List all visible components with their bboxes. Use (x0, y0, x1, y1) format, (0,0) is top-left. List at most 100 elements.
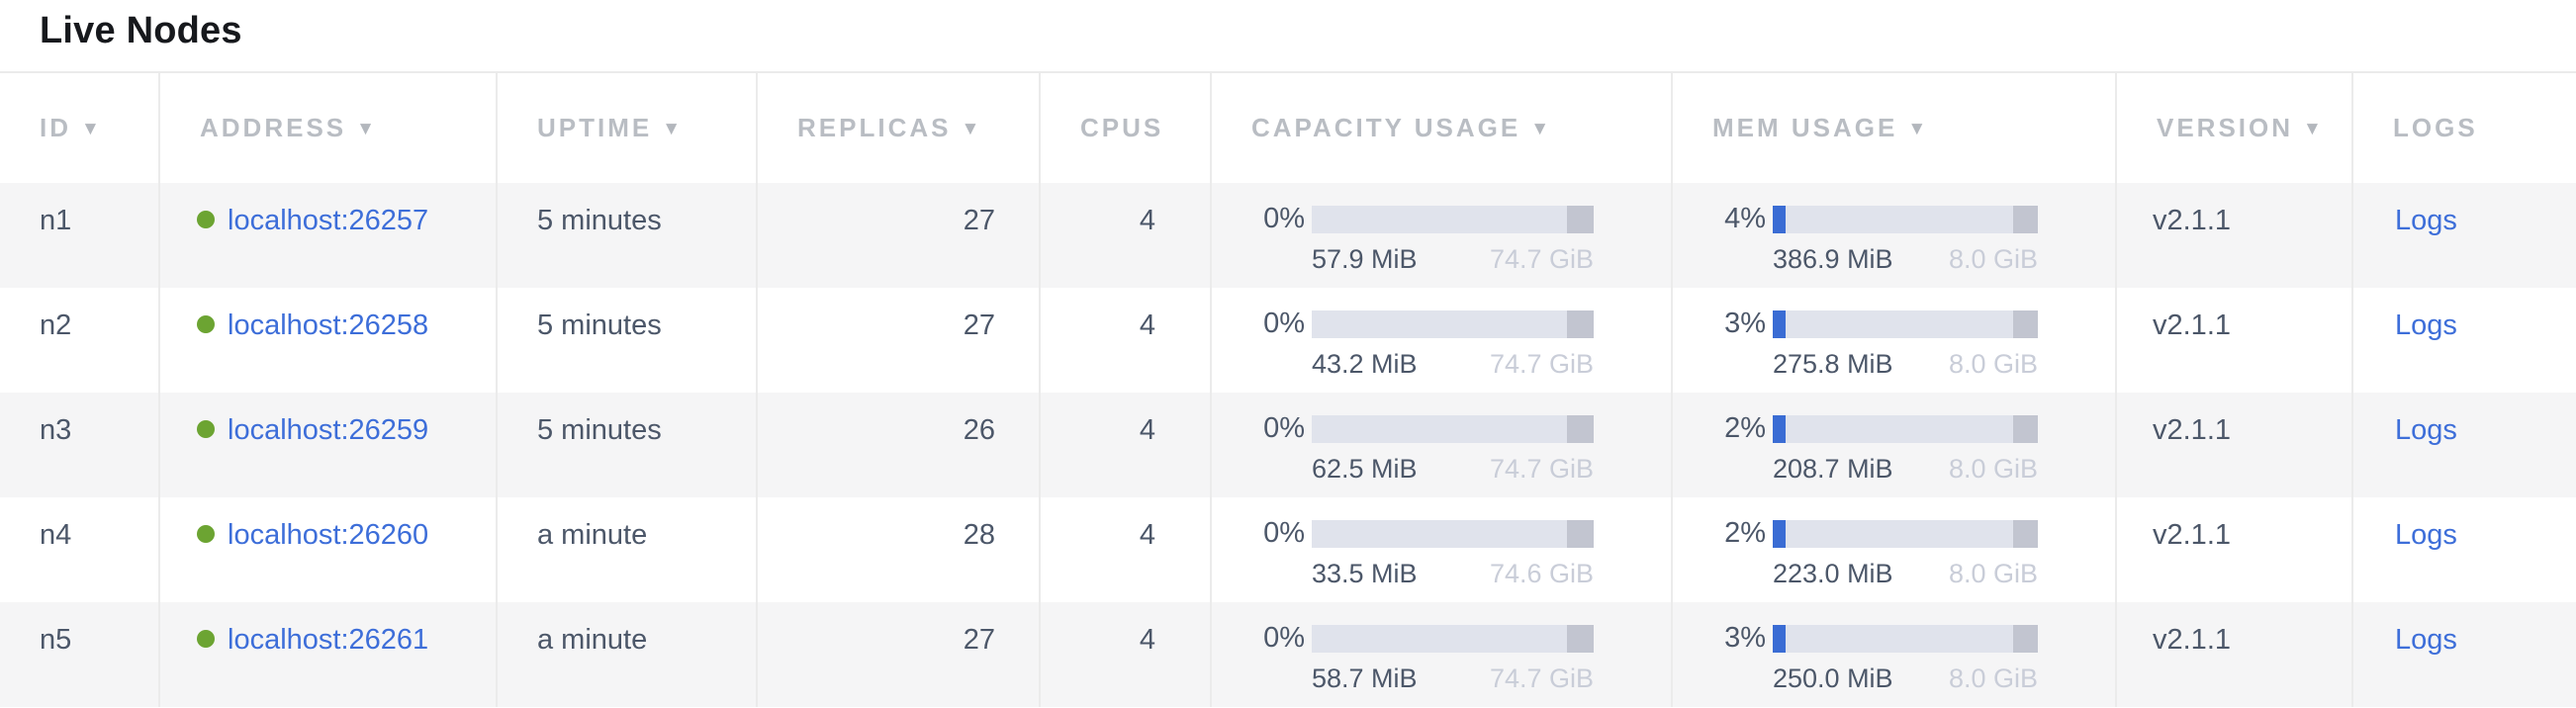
sort-desc-icon: ▼ (1907, 119, 1927, 139)
capacity-used-value: 57.9 MiB (1312, 244, 1418, 274)
mem-percent-label: 3% (1724, 622, 1766, 654)
node-cpus: 4 (1139, 205, 1155, 236)
header-capacity-usage[interactable]: CAPACITY USAGE ▼ (1211, 72, 1673, 183)
node-uptime-cell: a minute (497, 497, 758, 602)
node-logs-cell: Logs (2352, 602, 2576, 707)
mem-usage-cell: 3% 275.8 MiB 8.0 GiB (1672, 288, 2117, 393)
node-logs-link[interactable]: Logs (2395, 519, 2457, 551)
capacity-total-value: 74.7 GiB (1489, 244, 1594, 274)
header-address-label: ADDRESS (200, 113, 347, 142)
mem-percent-label: 2% (1724, 412, 1766, 444)
table-header: ID ▼ ADDRESS ▼ UPTIME ▼ REPLICAS ▼ CPUS CAPA… (0, 72, 2576, 183)
capacity-usage-bar (1312, 205, 1594, 233)
node-id: n1 (40, 205, 72, 236)
node-version: v2.1.1 (2153, 310, 2231, 341)
node-version-cell: v2.1.1 (2116, 288, 2353, 393)
capacity-bar-reserved-segment (1566, 414, 1594, 443)
capacity-percent-label: 0% (1263, 517, 1305, 549)
node-uptime-cell: a minute (497, 602, 758, 707)
node-id-cell: n1 (0, 183, 160, 288)
capacity-usage-bar (1312, 624, 1594, 653)
node-cpus-cell: 4 (1040, 393, 1212, 497)
node-replicas: 28 (963, 519, 995, 551)
node-address-link[interactable]: localhost:26260 (228, 519, 429, 551)
capacity-percent-label: 0% (1263, 412, 1305, 444)
node-uptime-cell: 5 minutes (497, 288, 758, 393)
node-version: v2.1.1 (2153, 205, 2231, 236)
node-replicas: 27 (963, 624, 995, 656)
mem-bar-used-fill (1773, 414, 1786, 443)
mem-bar-used-fill (1773, 519, 1786, 548)
node-id-cell: n3 (0, 393, 160, 497)
table-row: n1 localhost:26257 5 minutes 27 4 0% 57.… (0, 183, 2576, 288)
table-row: n5 localhost:26261 a minute 27 4 0% 58.7… (0, 602, 2576, 707)
node-address-link[interactable]: localhost:26257 (228, 205, 429, 236)
mem-usage-bar (1773, 519, 2038, 548)
sort-desc-icon: ▼ (356, 119, 375, 139)
node-logs-cell: Logs (2352, 183, 2576, 288)
node-cpus: 4 (1139, 310, 1155, 341)
node-id: n4 (40, 519, 72, 551)
capacity-usage-bar (1312, 519, 1594, 548)
node-address-link[interactable]: localhost:26261 (228, 624, 429, 656)
table-row: n3 localhost:26259 5 minutes 26 4 0% 62.… (0, 393, 2576, 497)
header-id-label: ID (40, 113, 71, 142)
node-address-cell: localhost:26259 (159, 393, 498, 497)
header-mem-usage[interactable]: MEM USAGE ▼ (1672, 72, 2117, 183)
header-replicas[interactable]: REPLICAS ▼ (757, 72, 1041, 183)
mem-usage-cell: 4% 386.9 MiB 8.0 GiB (1672, 183, 2117, 288)
header-address[interactable]: ADDRESS ▼ (159, 72, 498, 183)
header-cpus: CPUS (1040, 72, 1212, 183)
mem-total-value: 8.0 GiB (1948, 349, 2038, 379)
capacity-percent-label: 0% (1263, 308, 1305, 339)
live-status-icon (197, 211, 215, 228)
mem-total-value: 8.0 GiB (1948, 559, 2038, 588)
node-uptime: a minute (537, 624, 648, 656)
capacity-bar-reserved-segment (1566, 519, 1594, 548)
sort-desc-icon: ▼ (2303, 119, 2322, 139)
node-version: v2.1.1 (2153, 624, 2231, 656)
node-logs-link[interactable]: Logs (2395, 310, 2457, 341)
node-replicas-cell: 26 (757, 393, 1041, 497)
mem-used-value: 208.7 MiB (1773, 454, 1893, 484)
mem-percent-label: 2% (1724, 517, 1766, 549)
node-address-cell: localhost:26258 (159, 288, 498, 393)
node-logs-link[interactable]: Logs (2395, 205, 2457, 236)
header-row: ID ▼ ADDRESS ▼ UPTIME ▼ REPLICAS ▼ CPUS CAPA… (0, 72, 2576, 183)
capacity-bar-reserved-segment (1566, 205, 1594, 233)
node-logs-cell: Logs (2352, 393, 2576, 497)
header-logs-label: LOGS (2393, 113, 2478, 142)
mem-used-value: 386.9 MiB (1773, 244, 1893, 274)
node-version-cell: v2.1.1 (2116, 183, 2353, 288)
mem-usage-cell: 2% 223.0 MiB 8.0 GiB (1672, 497, 2117, 602)
mem-used-value: 275.8 MiB (1773, 349, 1893, 379)
header-uptime[interactable]: UPTIME ▼ (497, 72, 758, 183)
node-address-cell: localhost:26257 (159, 183, 498, 288)
live-status-icon (197, 630, 215, 648)
node-address-link[interactable]: localhost:26258 (228, 310, 429, 341)
header-version[interactable]: VERSION ▼ (2116, 72, 2353, 183)
header-id[interactable]: ID ▼ (0, 72, 160, 183)
node-id-cell: n2 (0, 288, 160, 393)
node-id-cell: n5 (0, 602, 160, 707)
header-mem-usage-label: MEM USAGE (1712, 113, 1898, 142)
header-capacity-usage-label: CAPACITY USAGE (1251, 113, 1521, 142)
node-cpus-cell: 4 (1040, 497, 1212, 602)
node-logs-link[interactable]: Logs (2395, 414, 2457, 446)
node-logs-link[interactable]: Logs (2395, 624, 2457, 656)
mem-usage-bar (1773, 205, 2038, 233)
sort-desc-icon: ▼ (81, 119, 100, 139)
mem-bar-reserved-segment (2012, 310, 2038, 338)
node-uptime-cell: 5 minutes (497, 393, 758, 497)
sort-desc-icon: ▼ (662, 119, 682, 139)
node-cpus: 4 (1139, 624, 1155, 656)
capacity-usage-bar (1312, 310, 1594, 338)
header-version-label: VERSION (2157, 113, 2294, 142)
sort-desc-icon: ▼ (1530, 119, 1549, 139)
node-replicas-cell: 27 (757, 602, 1041, 707)
node-address-link[interactable]: localhost:26259 (228, 414, 429, 446)
capacity-bar-reserved-segment (1566, 310, 1594, 338)
mem-total-value: 8.0 GiB (1948, 244, 2038, 274)
mem-bar-reserved-segment (2012, 414, 2038, 443)
